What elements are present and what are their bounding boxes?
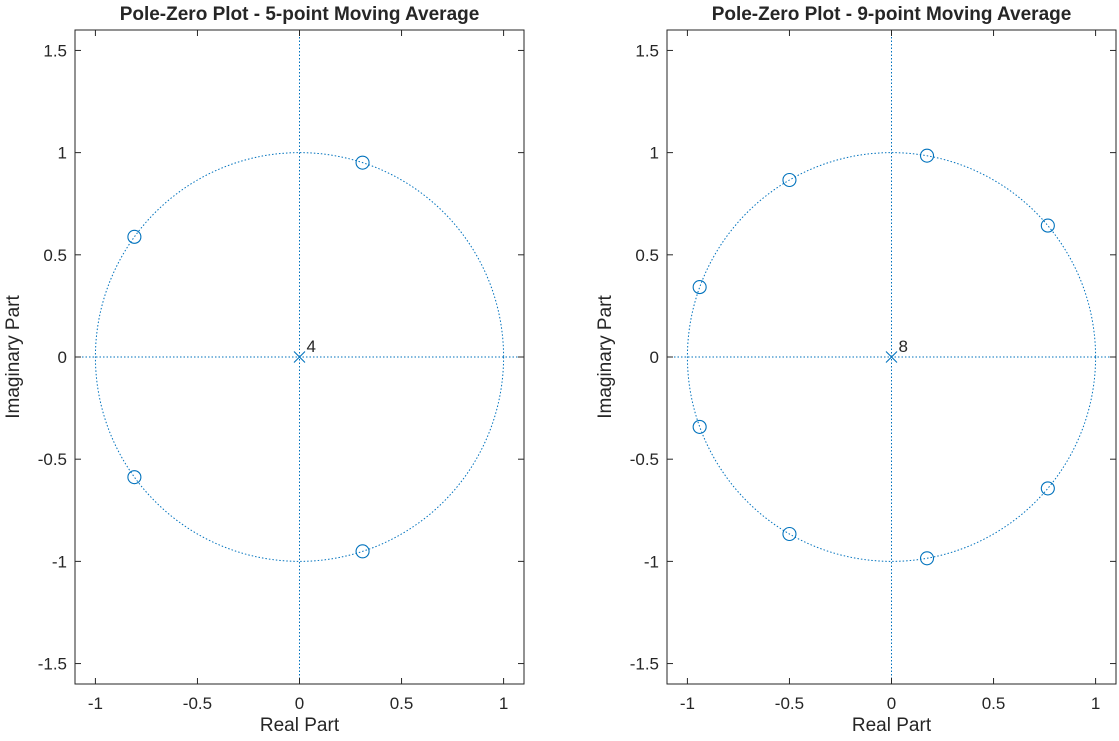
- x-tick-label: 1: [1091, 694, 1100, 713]
- y-tick-label: -0.5: [38, 450, 67, 469]
- y-tick-label: -1.5: [630, 655, 659, 674]
- zero-marker: [1040, 218, 1055, 233]
- zero-marker: [919, 148, 935, 163]
- zero-marker: [782, 172, 797, 188]
- pole-zero-plot-5-point: Pole-Zero Plot - 5-point Moving Average -…: [3, 4, 525, 736]
- zero-marker: [1040, 481, 1055, 496]
- zero-marker: [692, 419, 707, 434]
- pole-multiplicity-label: 8: [899, 337, 908, 356]
- y-axis-label: Imaginary Part: [595, 295, 616, 419]
- x-tick-label: -1: [88, 694, 103, 713]
- zero-marker: [919, 551, 935, 566]
- zero-marker: [127, 470, 142, 485]
- zero-marker: [355, 544, 370, 559]
- y-tick-label: -0.5: [630, 450, 659, 469]
- y-tick-label: 0: [650, 348, 659, 367]
- x-axis-label: Real Part: [852, 715, 932, 736]
- x-tick-label: 1: [499, 694, 508, 713]
- x-tick-label: 0.5: [390, 694, 414, 713]
- y-tick-label: 1: [650, 144, 659, 163]
- y-tick-label: -1: [52, 552, 67, 571]
- pole-marker: [293, 351, 306, 363]
- x-tick-label: 0.5: [982, 694, 1006, 713]
- y-tick-label: -1: [644, 552, 659, 571]
- y-tick-label: 0.5: [43, 246, 67, 265]
- unit-circle: [686, 152, 1097, 562]
- x-tick-label: -1: [680, 694, 695, 713]
- zero-marker: [355, 155, 370, 170]
- x-tick-label: -0.5: [775, 694, 804, 713]
- y-tick-label: 1: [58, 144, 67, 163]
- zero-marker: [782, 526, 797, 542]
- y-axis-label: Imaginary Part: [3, 295, 24, 419]
- pole-multiplicity-label: 4: [307, 337, 316, 356]
- y-tick-label: -1.5: [38, 655, 67, 674]
- x-axis-label: Real Part: [260, 715, 340, 736]
- chart-title: Pole-Zero Plot - 5-point Moving Average: [120, 4, 480, 25]
- pole-zero-plot-9-point: Pole-Zero Plot - 9-point Moving Average -…: [595, 4, 1117, 736]
- y-tick-label: 0: [58, 348, 67, 367]
- y-tick-label: 1.5: [635, 41, 659, 60]
- chart-title: Pole-Zero Plot - 9-point Moving Average: [712, 4, 1072, 25]
- y-tick-label: 0.5: [635, 246, 659, 265]
- zero-marker: [692, 280, 707, 295]
- x-tick-label: -0.5: [183, 694, 212, 713]
- pole-marker: [885, 351, 898, 363]
- y-tick-label: 1.5: [43, 41, 67, 60]
- unit-circle: [94, 152, 505, 562]
- zero-marker: [127, 229, 142, 244]
- x-tick-label: 0: [295, 694, 304, 713]
- x-tick-label: 0: [887, 694, 896, 713]
